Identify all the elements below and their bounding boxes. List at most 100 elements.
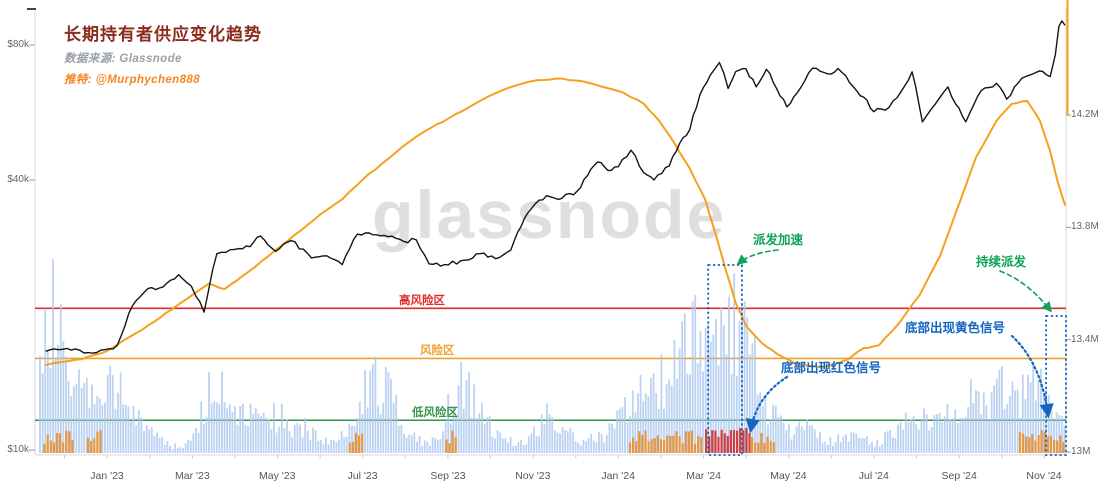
histogram-bar [169, 445, 171, 453]
yellow-signal-bar [96, 431, 99, 453]
yellow-signal-bar [1018, 432, 1022, 453]
histogram-bar [956, 423, 959, 453]
histogram-bar [975, 390, 977, 453]
yellow-signal-bar [754, 442, 757, 453]
histogram-bar [387, 372, 390, 453]
histogram-bar [561, 427, 564, 453]
yellow-signal-bar [641, 434, 644, 453]
histogram-bar [696, 363, 699, 453]
histogram-bar [153, 436, 156, 453]
histogram-bar [369, 371, 372, 453]
yellow-signal-bar [751, 437, 754, 453]
yellow-signal-bar [681, 443, 684, 453]
histogram-bar [936, 414, 938, 453]
histogram-bar [470, 417, 473, 453]
histogram-bar [257, 413, 260, 453]
histogram-bar [247, 426, 249, 453]
histogram-bar [972, 402, 975, 453]
yellow-signal-bar [1059, 435, 1062, 453]
histogram-bar [533, 426, 535, 453]
yellow-signal-bar [700, 437, 703, 453]
histogram-bar [403, 434, 405, 453]
histogram-bar [618, 408, 621, 453]
histogram-bar [62, 341, 65, 453]
histogram-bar [278, 426, 281, 453]
histogram-bar [941, 422, 944, 453]
histogram-bar [140, 417, 143, 453]
histogram-bar [735, 376, 738, 453]
yellow-signal-bar [348, 442, 351, 453]
histogram-bar [652, 373, 655, 453]
histogram-bar [556, 432, 559, 453]
histogram-bar [54, 357, 57, 453]
histogram-bar [270, 428, 273, 453]
histogram-bar [1003, 408, 1006, 453]
histogram-bar [722, 325, 725, 453]
histogram-bar [296, 422, 299, 453]
yellow-signal-bar [635, 441, 638, 453]
yellow-signal-bar [445, 439, 448, 453]
yellow-signal-bar [628, 442, 632, 453]
histogram-bar [114, 408, 117, 453]
histogram-bar [423, 440, 426, 453]
histogram-bar [769, 419, 772, 453]
histogram-bar [912, 416, 915, 453]
histogram-bar [182, 448, 184, 453]
histogram-bar [174, 443, 177, 453]
histogram-bar [46, 351, 49, 453]
yellow-signal-bar [672, 435, 675, 453]
histogram-bar [587, 437, 590, 453]
histogram-bar [803, 430, 806, 453]
histogram-bar [826, 444, 829, 453]
yellow-signal-bar [68, 431, 71, 453]
histogram-bar [462, 408, 465, 453]
histogram-bar [275, 432, 278, 453]
glassnode-watermark: glassnode [372, 177, 727, 253]
histogram-bar [325, 437, 327, 453]
histogram-bar [704, 327, 707, 453]
histogram-bar [860, 437, 863, 453]
histogram-bar [608, 423, 611, 453]
histogram-bar [348, 423, 351, 453]
histogram-bar [637, 393, 639, 453]
yellow-signal-bar [1028, 437, 1031, 453]
histogram-bar [135, 425, 138, 453]
histogram-bar [1029, 382, 1032, 453]
histogram-bar [475, 418, 478, 453]
histogram-bar [400, 424, 403, 453]
yellow-signal-bar [656, 435, 659, 453]
histogram-bar [621, 407, 624, 453]
histogram-bar [681, 321, 684, 453]
histogram-bar [990, 391, 993, 453]
histogram-bar [527, 436, 530, 453]
histogram-bar [962, 418, 964, 453]
yellow-signal-bar [87, 437, 90, 453]
histogram-bar [455, 415, 457, 453]
histogram-bar [309, 439, 312, 453]
histogram-bar [267, 419, 270, 453]
yellow-signal-bar [772, 442, 775, 453]
histogram-bar [210, 403, 213, 453]
yellow-signal-bar [1049, 436, 1053, 453]
histogram-bar [413, 432, 416, 453]
histogram-bar [124, 405, 127, 453]
yellow-signal-bar [1034, 440, 1037, 453]
histogram-bar [228, 404, 231, 453]
yellow-signal-bar [52, 442, 55, 453]
histogram-bar [1050, 410, 1053, 453]
yellow-signal-bar [690, 430, 694, 453]
yellow-signal-bar [351, 441, 354, 453]
histogram-bar [215, 402, 218, 453]
yellow-signal-bar [760, 433, 763, 453]
histogram-bar [431, 437, 434, 453]
histogram-bar [244, 424, 247, 453]
histogram-bar [1021, 374, 1024, 453]
histogram-bar [208, 371, 210, 453]
histogram-bar [793, 434, 795, 453]
histogram-bar [127, 406, 130, 453]
histogram-bar [741, 303, 743, 453]
histogram-bar [837, 434, 840, 453]
yellow-signal-bar [644, 430, 647, 453]
histogram-bar [395, 394, 398, 453]
